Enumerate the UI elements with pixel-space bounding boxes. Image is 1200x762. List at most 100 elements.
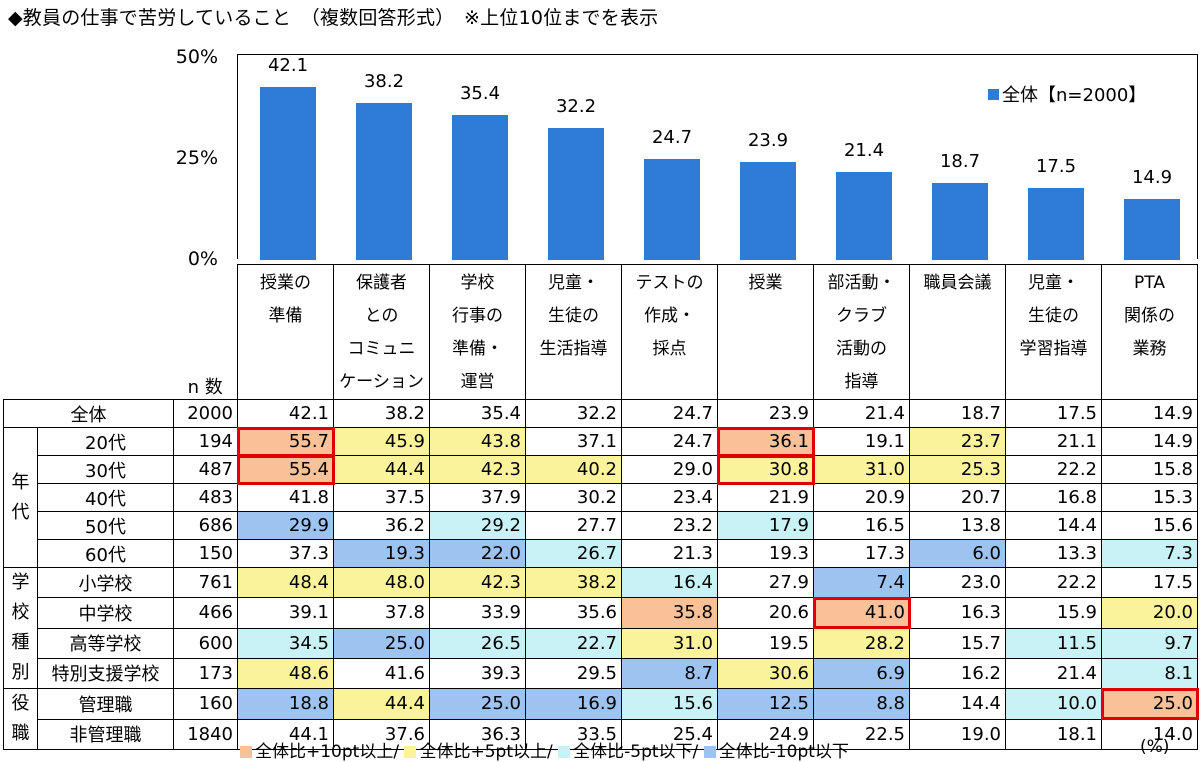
value-cell: 18.8 — [237, 688, 334, 720]
value-cell: 55.7 — [236, 426, 335, 457]
table-row: 60代 150 37.3 19.3 22.0 26.7 21.3 19.3 17.3 6.0 13.… — [4, 539, 1198, 568]
column-header-2: 保護者とのコミュニケーション — [333, 264, 430, 400]
value-cell: 7.4 — [813, 566, 910, 599]
value-cell: 16.4 — [621, 566, 718, 599]
value-cell: 48.0 — [333, 566, 430, 599]
value-cell: 17.5 — [1101, 566, 1198, 599]
value-cell: 37.3 — [237, 539, 334, 568]
table-row: 非管理職 1840 44.1 37.6 36.3 33.5 25.4 24.9 22.5 19.0… — [4, 718, 1198, 750]
value-cell: 21.4 — [1005, 657, 1102, 690]
column-header-5: テストの 作成・ 採点 — [621, 264, 718, 400]
value-cell: 20.9 — [813, 483, 910, 512]
header-blank — [4, 265, 174, 400]
column-header-line: 職員会議 — [923, 273, 992, 293]
bar-value-label: 23.9 — [747, 130, 789, 151]
value-cell: 18.7 — [909, 399, 1006, 428]
plus10-label: 全体比+10pt以上/ — [255, 742, 400, 762]
value-cell: 34.5 — [237, 627, 334, 659]
crosstab-table: n 数授業の 準備 保護者 との コミュニ ケーション 学校 行事の 準備・ 運営 児童・ 生徒の 生活… — [3, 264, 1199, 750]
minus10-swatch — [703, 746, 716, 758]
value-cell: 41.6 — [333, 657, 430, 690]
column-header-line: 生徒の — [1028, 306, 1079, 326]
value-cell: 35.6 — [525, 597, 622, 629]
value-cell: 22.2 — [1005, 566, 1102, 599]
value-cell: 20.6 — [717, 597, 814, 629]
value-cell: 15.7 — [909, 627, 1006, 659]
value-cell: 48.6 — [237, 657, 334, 690]
n-count: 173 — [173, 657, 238, 690]
bar-6 — [740, 162, 796, 260]
plus5-swatch — [404, 746, 417, 758]
bar-value-label: 35.4 — [459, 82, 501, 104]
minus10-label: 全体比-10pt以下 — [718, 742, 849, 762]
column-header-line: との — [364, 306, 399, 326]
bar-value-label: 42.1 — [267, 55, 309, 77]
bar-value-label: 38.2 — [363, 71, 405, 93]
y-tick-25: 25% — [175, 147, 218, 169]
row-label: 非管理職 — [37, 718, 174, 750]
table-row: 40代 483 41.8 37.5 37.9 30.2 23.4 21.9 20.9 20.7 16… — [4, 483, 1198, 512]
minus5-swatch — [558, 746, 571, 758]
value-cell: 7.3 — [1101, 539, 1198, 568]
column-header-line: 保護者 — [356, 273, 407, 293]
value-cell: 39.1 — [237, 597, 334, 629]
value-cell: 14.4 — [909, 688, 1006, 720]
value-cell: 41.8 — [237, 483, 334, 512]
value-cell: 21.1 — [1005, 427, 1102, 456]
value-cell: 13.8 — [909, 511, 1006, 540]
bar-4 — [548, 127, 604, 260]
value-cell: 37.8 — [333, 597, 430, 629]
value-cell: 25.0 — [1100, 687, 1199, 720]
bar-value-label: 24.7 — [651, 126, 693, 148]
value-cell: 42.3 — [429, 566, 526, 599]
value-cell: 6.9 — [813, 657, 910, 690]
column-header-line: ケーション — [339, 372, 424, 392]
value-cell: 6.0 — [909, 539, 1006, 568]
value-cell: 14.9 — [1101, 427, 1198, 456]
value-cell: 55.4 — [236, 454, 335, 485]
legend-swatch — [988, 89, 999, 100]
column-header-line: 採点 — [652, 339, 687, 359]
value-cell: 28.2 — [813, 627, 910, 659]
row-group-label: 学校種別 — [3, 567, 38, 689]
n-count: 487 — [173, 455, 238, 484]
column-header-9: 児童・ 生徒の 学習指導 — [1005, 264, 1102, 400]
column-header-line: 運営 — [460, 372, 495, 392]
row-group-char: 種 — [11, 632, 30, 653]
row-label: 60代 — [37, 539, 174, 568]
column-header-line: コミュニ — [347, 339, 416, 359]
value-cell: 38.2 — [333, 399, 430, 428]
value-cell: 25.0 — [333, 627, 430, 659]
value-cell: 15.9 — [1005, 597, 1102, 629]
row-label: 30代 — [37, 455, 174, 484]
y-tick-50: 50% — [175, 46, 218, 68]
value-cell: 25.0 — [429, 688, 526, 720]
plus10-swatch — [240, 746, 252, 758]
row-group-char: 役 — [11, 693, 30, 714]
table-row: 学校種別小学校 761 48.4 48.0 42.3 38.2 16.4 27.9 7.4 23.… — [3, 566, 1198, 689]
column-header-line: 準備 — [268, 306, 303, 326]
legend-label: 全体【n=2000】 — [1002, 85, 1147, 106]
row-group-char: 職 — [11, 723, 30, 744]
value-cell: 37.1 — [525, 427, 622, 456]
minus5-label: 全体比-5pt以下/ — [573, 742, 699, 762]
column-header-line: 作成・ — [644, 306, 695, 326]
chart-legend: 全体【n=2000】 — [988, 81, 1146, 107]
value-cell: 36.2 — [333, 511, 430, 540]
column-header-4: 児童・ 生徒の 生活指導 — [525, 264, 622, 400]
value-cell: 22.2 — [1005, 455, 1102, 484]
row-group-char: 学 — [11, 572, 30, 593]
value-cell: 8.8 — [813, 688, 910, 720]
column-header-line: 関係の — [1124, 306, 1175, 326]
column-header-line: 学校 — [460, 273, 495, 293]
n-count: 2000 — [173, 399, 238, 428]
value-cell: 48.4 — [237, 566, 334, 599]
table-row: 全体 2000 42.1 38.2 35.4 32.2 24.7 23.9 21.4 18.7 17… — [3, 399, 1198, 428]
bar-8 — [932, 183, 988, 260]
value-cell: 10.0 — [1005, 688, 1102, 720]
value-cell: 15.8 — [1101, 455, 1198, 484]
value-cell: 36.1 — [716, 426, 815, 457]
row-label: 小学校 — [37, 566, 174, 599]
column-header-line: PTA — [1134, 273, 1165, 293]
bar-value-label: 32.2 — [555, 95, 597, 117]
